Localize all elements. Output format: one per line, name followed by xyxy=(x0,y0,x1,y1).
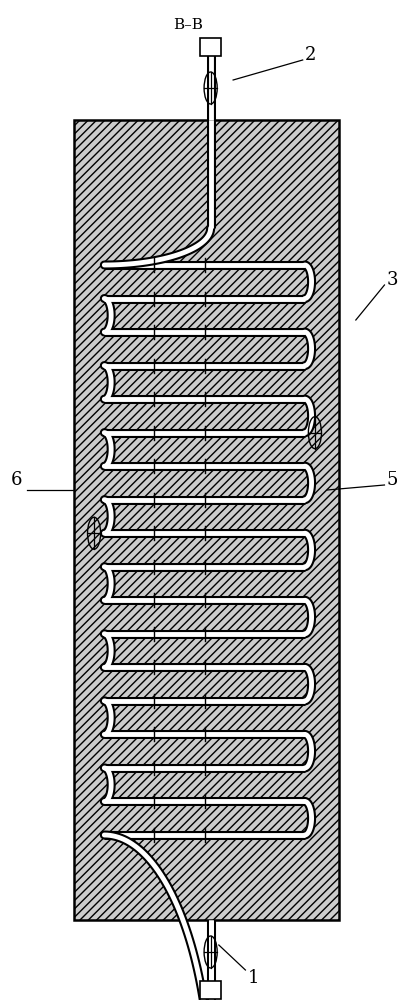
Text: 2: 2 xyxy=(305,46,317,64)
Text: 3: 3 xyxy=(387,271,398,289)
Text: 1: 1 xyxy=(248,969,259,987)
Bar xyxy=(200,38,221,56)
Text: 6: 6 xyxy=(11,471,22,489)
Bar xyxy=(200,981,221,999)
Text: B–B: B–B xyxy=(173,18,203,32)
Bar xyxy=(74,120,339,920)
Text: 5: 5 xyxy=(387,471,398,489)
